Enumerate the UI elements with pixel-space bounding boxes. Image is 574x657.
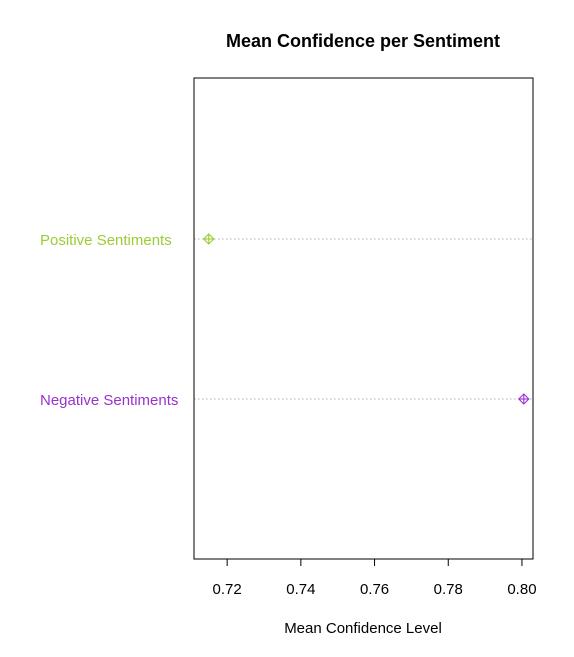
category-label: Positive Sentiments	[40, 232, 172, 249]
x-tick-label: 0.78	[434, 581, 463, 598]
data-point	[204, 234, 214, 244]
category-label: Negative Sentiments	[40, 392, 178, 409]
gridlines	[194, 239, 533, 399]
x-axis-label: Mean Confidence Level	[284, 620, 442, 637]
category-labels: Positive Sentiments Negative Sentiments	[40, 232, 178, 409]
data-point	[519, 394, 529, 404]
x-tick-label: 0.76	[360, 581, 389, 598]
x-tick-label: 0.80	[507, 581, 536, 598]
x-tick-label: 0.72	[213, 581, 242, 598]
x-tick-label: 0.74	[286, 581, 315, 598]
chart-title: Mean Confidence per Sentiment	[226, 31, 500, 51]
x-axis: 0.72 0.74 0.76 0.78 0.80	[213, 559, 537, 598]
plot-frame	[194, 78, 533, 559]
data-points	[204, 234, 529, 404]
